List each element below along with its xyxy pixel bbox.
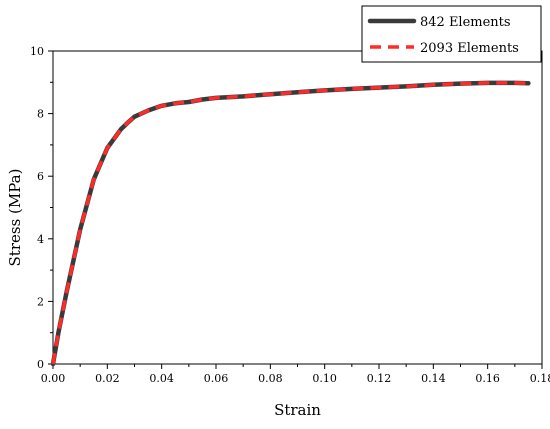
x-tick-label: 0.18 [530,372,550,385]
legend: 842 Elements 2093 Elements [361,5,542,63]
plot-frame [52,50,543,365]
x-axis-title: Strain [274,401,321,419]
legend-label-2: 2093 Elements [420,41,519,56]
series-layer [50,80,531,367]
x-tick-label: 0.08 [258,372,283,385]
axes-layer: 0.00 0.02 0.04 0.06 0.08 0.10 0.12 0.14 0.16 0.18… [30,45,550,385]
legend-label-1: 842 Elements [420,15,511,30]
y-tick-label: 0 [37,358,44,371]
series-line-1 [50,80,531,367]
x-tick-label: 0.14 [421,372,446,385]
legend-box [361,5,542,63]
x-tick-label: 0.10 [312,372,337,385]
y-tick-label: 2 [37,295,44,308]
y-tick-label: 8 [37,108,44,121]
series-line-2 [51,81,529,365]
y-axis-title: Stress (MPa) [6,169,24,267]
x-tick-label: 0.00 [41,372,66,385]
x-tick-label: 0.16 [475,372,500,385]
x-tick-label: 0.12 [367,372,392,385]
y-tick-label: 4 [37,233,44,246]
x-tick-label: 0.06 [204,372,229,385]
y-tick-label: 10 [30,45,44,58]
y-tick-label: 6 [37,170,44,183]
x-tick-label: 0.04 [149,372,174,385]
x-tick-label: 0.02 [95,372,120,385]
